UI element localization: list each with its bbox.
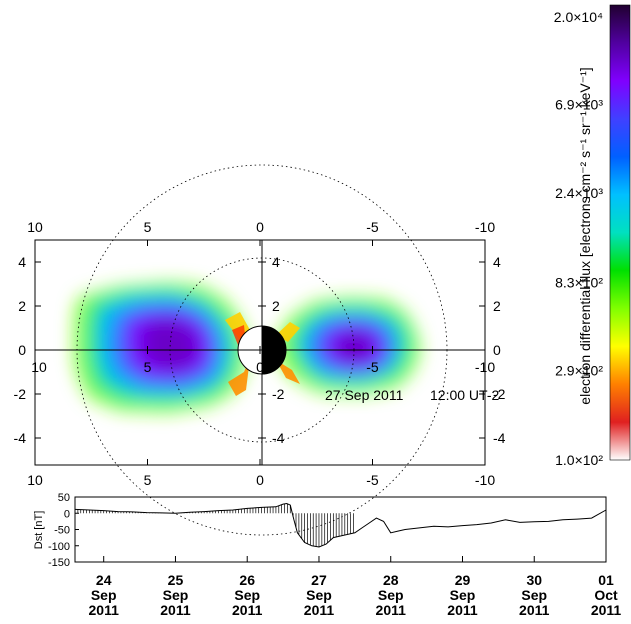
dst-x-tick-month-7: Oct <box>594 587 618 603</box>
colorbar-tick-5: 1.0×10² <box>555 452 603 468</box>
dst-x-tick-month-1: Sep <box>163 587 189 603</box>
flux-lobe-left <box>75 283 250 412</box>
map-top-tick-0: 10 <box>27 219 43 235</box>
dst-x-tick-month-0: Sep <box>91 587 117 603</box>
dst-ylabel: Dst [nT] <box>33 511 45 550</box>
colorbar-tick-0: 2.0×10⁴ <box>554 9 603 25</box>
map-right-tick-3: -2 <box>493 386 506 402</box>
map-right-tick-2: 0 <box>493 342 501 358</box>
map-left-tick-3: -2 <box>14 386 27 402</box>
map-top-tick-2: 0 <box>256 219 264 235</box>
dst-x-tick-year-5: 2011 <box>447 602 478 618</box>
map-bottom-tick-0: 10 <box>27 472 43 488</box>
map-left-tick-2: 0 <box>18 342 26 358</box>
dst-x-tick-year-4: 2011 <box>376 602 407 618</box>
dst-x-tick-year-3: 2011 <box>304 602 335 618</box>
date-label: 27 Sep 2011 <box>325 387 404 403</box>
map-right-tick-1: 2 <box>493 298 501 314</box>
map-right-tick-0: 4 <box>493 254 501 270</box>
colorbar-label: electron differential flux [electrons cm… <box>577 67 593 404</box>
dst-x-tick-month-6: Sep <box>521 587 547 603</box>
map-top-tick-3: -5 <box>366 219 379 235</box>
map-left-tick-1: 2 <box>18 298 26 314</box>
map-top-tick-4: -10 <box>475 219 495 235</box>
dst-x-tick-year-1: 2011 <box>160 602 191 618</box>
colorbar-tick-2: 2.4×10³ <box>555 185 603 201</box>
dst-panel <box>74 496 607 563</box>
map-inner-x-tick-3: -5 <box>366 359 379 375</box>
map-bottom-tick-2: 0 <box>256 472 264 488</box>
map-bottom-tick-1: 5 <box>144 472 152 488</box>
dst-x-tick-month-5: Sep <box>450 587 476 603</box>
dst-x-tick-month-3: Sep <box>306 587 332 603</box>
dst-series-line <box>74 502 607 548</box>
dst-x-tick-day-3: 27 <box>311 572 327 588</box>
colorbar <box>609 4 631 461</box>
dst-y-tick-4: -150 <box>48 557 70 569</box>
colorbar-ticks: 2.0×10⁴ 6.9×10³ 2.4×10³ 8.3×10² 2.9×10² 1.0×1… <box>554 9 604 468</box>
dst-x-tick-month-2: Sep <box>234 587 260 603</box>
dst-x-tick-year-6: 2011 <box>519 602 550 618</box>
dst-x-tick-day-7: 01 <box>598 572 614 588</box>
dst-frame <box>74 496 607 563</box>
time-label: 12:00 UT-2 <box>430 387 499 403</box>
colorbar-gradient <box>610 5 630 460</box>
dst-y-tick-1: 0 <box>64 508 70 520</box>
dst-x-tick-day-1: 25 <box>168 572 184 588</box>
map-bottom-tick-3: -5 <box>366 472 379 488</box>
dst-y-tick-3: -100 <box>48 541 70 553</box>
dst-ticks: 500-50-100-15024Sep201125Sep201126Sep201… <box>48 492 621 618</box>
map-inner-y-tick-1: 2 <box>272 298 280 314</box>
colorbar-tick-3: 8.3×10² <box>555 274 603 290</box>
map-inner-x-tick-4: -10 <box>475 359 495 375</box>
map-inner-y-tick-2: 0 <box>272 342 280 358</box>
map-inner-y-tick-0: 4 <box>272 254 280 270</box>
dst-x-tick-month-4: Sep <box>378 587 404 603</box>
dst-x-tick-day-4: 28 <box>383 572 399 588</box>
flux-map <box>34 164 486 536</box>
map-right-tick-4: -4 <box>493 430 506 446</box>
dst-x-tick-year-2: 2011 <box>232 602 263 618</box>
map-left-tick-0: 4 <box>18 254 26 270</box>
map-top-tick-1: 5 <box>144 219 152 235</box>
dst-x-tick-day-5: 29 <box>455 572 471 588</box>
dst-x-tick-year-0: 2011 <box>89 602 120 618</box>
dst-x-tick-day-0: 24 <box>96 572 112 588</box>
dst-y-tick-0: 50 <box>58 492 70 504</box>
dst-x-tick-year-7: 2011 <box>591 602 622 618</box>
map-inner-y-tick-4: -4 <box>272 430 285 446</box>
map-inner-x-tick-0: 10 <box>31 359 47 375</box>
map-inner-x-tick-2: 0 <box>256 359 264 375</box>
dst-shading <box>74 503 354 548</box>
map-bottom-tick-4: -10 <box>475 472 495 488</box>
colorbar-tick-1: 6.9×10³ <box>555 96 603 112</box>
dst-x-tick-day-6: 30 <box>526 572 542 588</box>
colorbar-tick-4: 2.9×10² <box>555 363 603 379</box>
flux-lobe-right <box>275 298 420 394</box>
map-inner-y-tick-3: -2 <box>272 386 285 402</box>
map-inner-x-tick-1: 5 <box>144 359 152 375</box>
dst-y-tick-2: -50 <box>54 525 70 537</box>
map-left-tick-4: -4 <box>14 430 27 446</box>
dst-x-tick-day-2: 26 <box>239 572 255 588</box>
